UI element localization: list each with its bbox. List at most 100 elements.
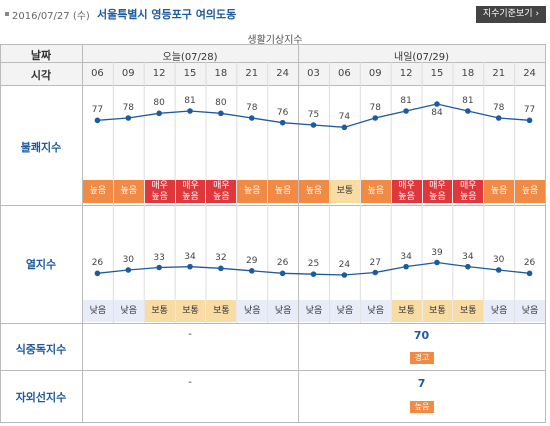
heat-value-label: 34 — [462, 251, 474, 262]
heat-level-badge: 낮음 — [83, 300, 113, 322]
food-poisoning-label: 식중독지수 — [15, 343, 67, 356]
heat-point — [526, 270, 533, 277]
current-date: 2016/07/27 (수) — [12, 11, 90, 22]
discomfort-value-label: 81 — [184, 96, 196, 106]
discomfort-point — [341, 124, 348, 131]
discomfort-level-badge: 높음 — [83, 180, 113, 203]
hour-label: 12 — [399, 68, 413, 79]
hour-label: 09 — [368, 68, 382, 79]
discomfort-value-label: 78 — [492, 103, 505, 113]
heat-level-badge: 보통 — [206, 300, 237, 322]
discomfort-level-badge: 높음 — [268, 180, 299, 203]
uv-index-label: 자외선지수 — [15, 391, 67, 404]
discomfort-point — [156, 110, 162, 117]
discomfort-point — [187, 108, 193, 114]
discomfort-value-label: 80 — [153, 98, 165, 109]
discomfort-value-label: 84 — [431, 108, 443, 118]
discomfort-level-badge: 매우 높음 — [453, 180, 484, 203]
table-border — [0, 44, 546, 423]
heat-value-label: 30 — [492, 255, 505, 265]
heat-value-label: 32 — [215, 253, 227, 264]
heat-point — [125, 267, 132, 273]
food-level-badge: 경고 — [410, 352, 434, 364]
heat-point — [279, 270, 286, 277]
hour-label: 03 — [307, 68, 320, 79]
heat-point — [310, 271, 317, 277]
discomfort-value-label: 76 — [276, 107, 289, 118]
heat-point — [248, 268, 255, 274]
heat-level-badge: 낮음 — [484, 300, 515, 322]
heat-value-label: 24 — [338, 260, 351, 270]
heat-point — [341, 272, 348, 278]
heat-value-label: 27 — [369, 257, 381, 268]
discomfort-level-badge: 높음 — [515, 180, 545, 203]
heat-point — [434, 259, 440, 266]
discomfort-level-badge: 높음 — [360, 180, 391, 203]
index-guide-label: 지수기준보기 — [482, 9, 533, 19]
discomfort-value-label: 78 — [246, 103, 258, 113]
heat-point — [156, 264, 162, 271]
heat-value-label: 33 — [153, 252, 165, 263]
hour-label: 06 — [91, 68, 104, 79]
day-label-today: 오늘(07/28) — [162, 52, 218, 63]
discomfort-value-label: 81 — [462, 96, 474, 106]
time-column-label: 시각 — [30, 69, 52, 82]
food-today-value: - — [188, 329, 192, 340]
heat-point — [403, 263, 409, 270]
hour-label: 21 — [245, 68, 259, 79]
discomfort-level-badge: 매우 높음 — [391, 180, 422, 203]
discomfort-level-badge: 보통 — [329, 180, 360, 203]
hour-label: 09 — [121, 68, 135, 79]
heat-value-label: 34 — [184, 251, 196, 262]
heat-point — [495, 267, 502, 273]
heat-index-label: 열지수 — [25, 258, 57, 271]
heat-point — [218, 265, 224, 272]
date-column-label: 날짜 — [30, 49, 52, 62]
heat-value-label: 39 — [431, 247, 443, 258]
discomfort-value-label: 75 — [307, 110, 320, 120]
discomfort-level-badge: 높음 — [484, 180, 515, 203]
heat-value-label: 25 — [307, 259, 320, 270]
table-title: 생활기상지수 — [247, 35, 303, 46]
hour-label: 15 — [183, 68, 197, 79]
heat-point — [187, 263, 193, 270]
discomfort-point — [218, 110, 224, 117]
discomfort-point — [279, 119, 286, 126]
discomfort-level-badge: 매우 높음 — [175, 180, 206, 203]
discomfort-level-badge: 매우 높음 — [206, 180, 237, 203]
uv-tomorrow-value: 7 — [417, 377, 426, 390]
heat-level-badge: 보통 — [175, 300, 206, 322]
hour-label: 24 — [276, 68, 289, 79]
heat-value-label: 30 — [122, 255, 135, 265]
discomfort-point — [434, 101, 440, 107]
discomfort-value-label: 74 — [338, 112, 351, 123]
food-tomorrow-value: 70 — [413, 329, 430, 342]
discomfort-point — [403, 108, 409, 114]
day-label-tomorrow: 내일(07/29) — [394, 52, 450, 63]
top-bar: 2016/07/27 (수) 서울특별시 영등포구 여의도동 지수기준보기 › — [0, 0, 550, 30]
bullet-icon — [5, 12, 9, 16]
heat-value-label: 26 — [276, 258, 289, 269]
heat-level-badge: 낮음 — [515, 300, 545, 322]
hour-label: 15 — [430, 68, 444, 79]
heat-point — [94, 270, 101, 277]
index-guide-button[interactable]: 지수기준보기 › — [476, 6, 546, 23]
hour-label: 24 — [523, 68, 536, 79]
heat-level-badge: 낮음 — [299, 300, 329, 322]
discomfort-value-label: 81 — [400, 96, 412, 106]
discomfort-value-label: 77 — [91, 105, 104, 116]
discomfort-point — [495, 115, 502, 121]
discomfort-value-label: 77 — [523, 105, 536, 116]
heat-value-label: 34 — [400, 251, 412, 262]
discomfort-label: 불쾌지수 — [20, 141, 62, 154]
discomfort-value-label: 78 — [122, 103, 135, 113]
heat-point — [372, 269, 379, 276]
chevron-right-icon: › — [535, 9, 540, 19]
heat-point — [465, 263, 471, 270]
discomfort-level-badge: 높음 — [299, 180, 329, 203]
discomfort-point — [125, 115, 132, 121]
discomfort-level-badge: 높음 — [237, 180, 268, 203]
hour-label: 18 — [214, 68, 228, 79]
discomfort-point — [526, 117, 533, 124]
